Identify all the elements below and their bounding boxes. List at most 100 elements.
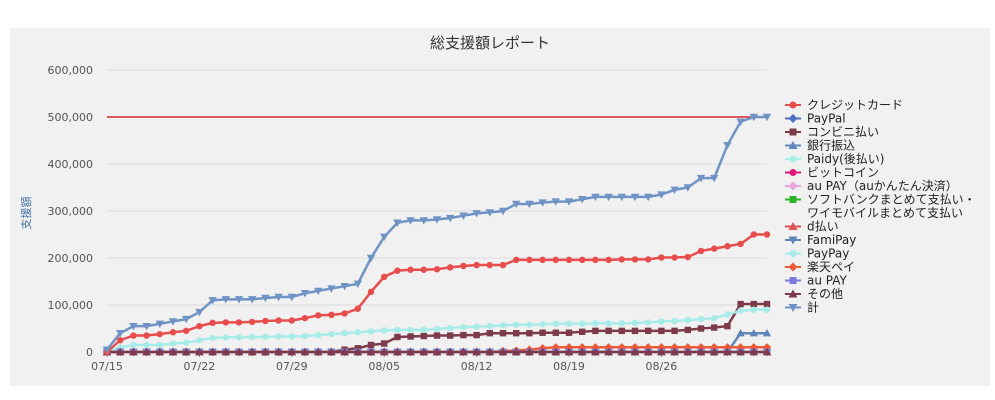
data-point (763, 306, 771, 313)
y-tick-label: 0 (86, 346, 93, 359)
legend-marker (789, 169, 797, 176)
data-point (460, 262, 467, 270)
data-point (710, 347, 719, 356)
legend-marker (789, 277, 797, 284)
legend-item[interactable]: FamiPay (785, 233, 856, 247)
data-point (645, 256, 652, 263)
legend-item[interactable]: 楽天ペイ (785, 260, 855, 274)
data-point (447, 264, 454, 271)
data-point (736, 347, 745, 356)
data-point (328, 311, 335, 319)
data-point (737, 240, 744, 248)
data-point (512, 347, 521, 356)
data-point (117, 337, 124, 344)
legend-item[interactable]: Paidy(後払い) (785, 152, 884, 166)
data-point (578, 196, 587, 204)
data-point (168, 347, 178, 356)
data-point (183, 327, 190, 335)
data-point (288, 317, 295, 324)
data-point (248, 347, 257, 356)
legend-item[interactable]: au PAY (785, 274, 848, 288)
x-tick-label: 08/26 (646, 360, 678, 373)
legend-item[interactable]: 銀行振込 (785, 139, 855, 153)
data-point (130, 341, 137, 349)
y-tick-label: 200,000 (48, 252, 94, 265)
legend: クレジットカードPayPalコンビニ払い銀行振込Paidy(後払い)ビットコイン… (785, 98, 976, 315)
data-point (645, 319, 652, 326)
legend-marker (788, 181, 798, 191)
data-point (354, 329, 361, 336)
legend-item[interactable]: ビットコイン (785, 166, 879, 180)
series-line (106, 115, 767, 351)
legend-label: au PAY（auかんたん決済） (807, 178, 958, 193)
data-point (630, 193, 640, 202)
data-point (618, 256, 625, 263)
legend-label: 計 (807, 300, 819, 315)
data-point (314, 287, 323, 296)
data-point (327, 285, 336, 293)
legend-item[interactable]: クレジットカード (785, 98, 903, 112)
data-point (683, 184, 692, 192)
data-point (393, 219, 402, 227)
y-tick-label: 100,000 (48, 299, 94, 312)
data-point (684, 316, 691, 324)
data-point (407, 266, 414, 273)
data-point (195, 308, 204, 317)
data-point (209, 319, 216, 327)
data-point (565, 256, 573, 264)
legend-item[interactable]: au PAY（auかんたん決済） (785, 178, 958, 193)
legend-item[interactable]: その他 (785, 287, 843, 301)
data-point (274, 293, 283, 302)
data-point (486, 261, 493, 269)
series-group-13 (102, 347, 772, 356)
data-point (381, 327, 388, 334)
legend-label: その他 (807, 287, 843, 301)
data-point (539, 321, 546, 328)
x-axis-ticks: 07/15 07/22 07/29 08/05 08/12 08/19 08/26 (91, 352, 677, 373)
data-point (592, 320, 599, 327)
data-point (300, 290, 310, 298)
data-point (750, 306, 757, 313)
series-group-14 (102, 113, 772, 354)
legend-marker (788, 114, 798, 123)
data-point (723, 347, 732, 356)
legend-item[interactable]: コンビニ払い (785, 125, 879, 139)
data-point (380, 347, 389, 356)
data-point (300, 347, 310, 356)
x-tick-label: 07/15 (91, 360, 123, 373)
data-point (419, 217, 428, 225)
y-tick-label: 400,000 (48, 158, 94, 171)
y-axis-label: 支援額 (19, 197, 33, 230)
legend-item[interactable]: PayPay (785, 247, 849, 261)
data-point (684, 253, 691, 261)
series-layer (102, 113, 772, 357)
data-point (526, 256, 533, 264)
data-point (328, 330, 335, 338)
data-point (526, 330, 533, 337)
data-point (275, 317, 282, 324)
data-point (697, 325, 705, 332)
legend-label: Paidy(後払い) (807, 152, 884, 166)
x-tick-label: 07/29 (276, 360, 308, 373)
legend-label: ビットコイン (807, 166, 879, 180)
data-point (460, 331, 467, 339)
data-point (394, 267, 401, 274)
legend-label: コンビニ払い (807, 125, 879, 139)
legend-item[interactable]: 計 (785, 300, 819, 315)
data-point (513, 330, 520, 337)
data-point (340, 347, 349, 356)
data-point (644, 193, 653, 202)
data-point (658, 327, 665, 335)
data-point (696, 347, 706, 356)
data-point (287, 293, 296, 302)
data-point (433, 325, 441, 333)
data-point (142, 347, 151, 356)
data-point (683, 347, 692, 356)
legend-item[interactable]: PayPal (785, 112, 846, 126)
legend-item[interactable]: ソフトバンクまとめて支払い・ワイモバイルまとめて支払い (785, 193, 976, 221)
data-point (420, 266, 427, 273)
data-point (644, 343, 653, 352)
data-point (724, 311, 731, 318)
data-point (182, 347, 191, 356)
legend-item[interactable]: d払い (785, 220, 839, 234)
